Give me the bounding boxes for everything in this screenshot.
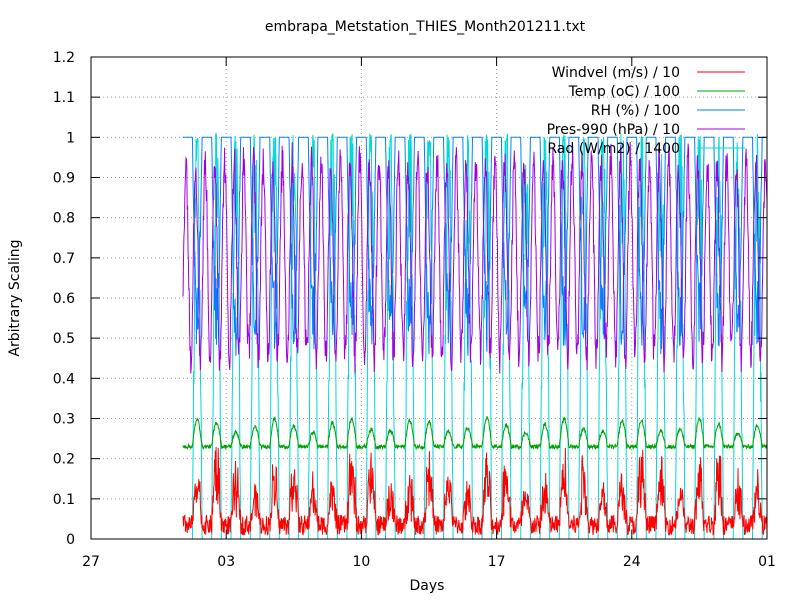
- x-tick-labels: 27 03 10 17 24 01: [82, 554, 776, 570]
- legend-label: Temp (oC) / 100: [568, 84, 680, 100]
- y-tick-labels: 0 0.1 0.2 0.3 0.4 0.5 0.6 0.7 0.8 0.9 1 1.1 1.2: [53, 50, 75, 548]
- y-tick-label: 0.4: [53, 371, 75, 387]
- y-tick-label: 0.3: [53, 412, 75, 428]
- y-tick-label: 1.2: [53, 50, 75, 66]
- y-tick-label: 0.1: [53, 492, 75, 508]
- y-tick-label: 1.1: [53, 90, 75, 106]
- series-line: [182, 446, 768, 536]
- series-line: [182, 141, 768, 374]
- tick-marks: [90, 56, 768, 540]
- x-tick-label: 10: [352, 554, 370, 570]
- y-axis-label: Arbitrary Scaling: [7, 239, 23, 356]
- legend-label: RH (%) / 100: [591, 103, 680, 119]
- y-tick-label: 0.5: [53, 331, 75, 347]
- x-tick-label: 27: [82, 554, 100, 570]
- chart-title: embrapa_Metstation_THIES_Month201211.txt: [265, 19, 586, 35]
- x-tick-label: 01: [758, 554, 776, 570]
- x-tick-label: 03: [217, 554, 235, 570]
- y-tick-label: 1: [66, 130, 75, 146]
- x-tick-label: 24: [623, 554, 641, 570]
- legend: Windvel (m/s) / 10 Temp (oC) / 100 RH (%) …: [547, 65, 745, 157]
- y-tick-label: 0.6: [53, 291, 75, 307]
- y-tick-label: 0.8: [53, 211, 75, 227]
- y-tick-label: 0.2: [53, 452, 75, 468]
- series-line: [182, 136, 767, 356]
- legend-label: Rad (W/m2) / 1400: [547, 141, 680, 157]
- y-tick-label: 0.7: [53, 251, 75, 267]
- series-line: [182, 415, 768, 451]
- x-axis-label: Days: [410, 578, 445, 594]
- x-tick-label: 17: [488, 554, 506, 570]
- y-tick-label: 0: [66, 532, 75, 548]
- legend-label: Windvel (m/s) / 10: [552, 65, 680, 81]
- y-tick-label: 0.9: [53, 171, 75, 187]
- legend-label: Pres-990 (hPa) / 10: [547, 122, 680, 138]
